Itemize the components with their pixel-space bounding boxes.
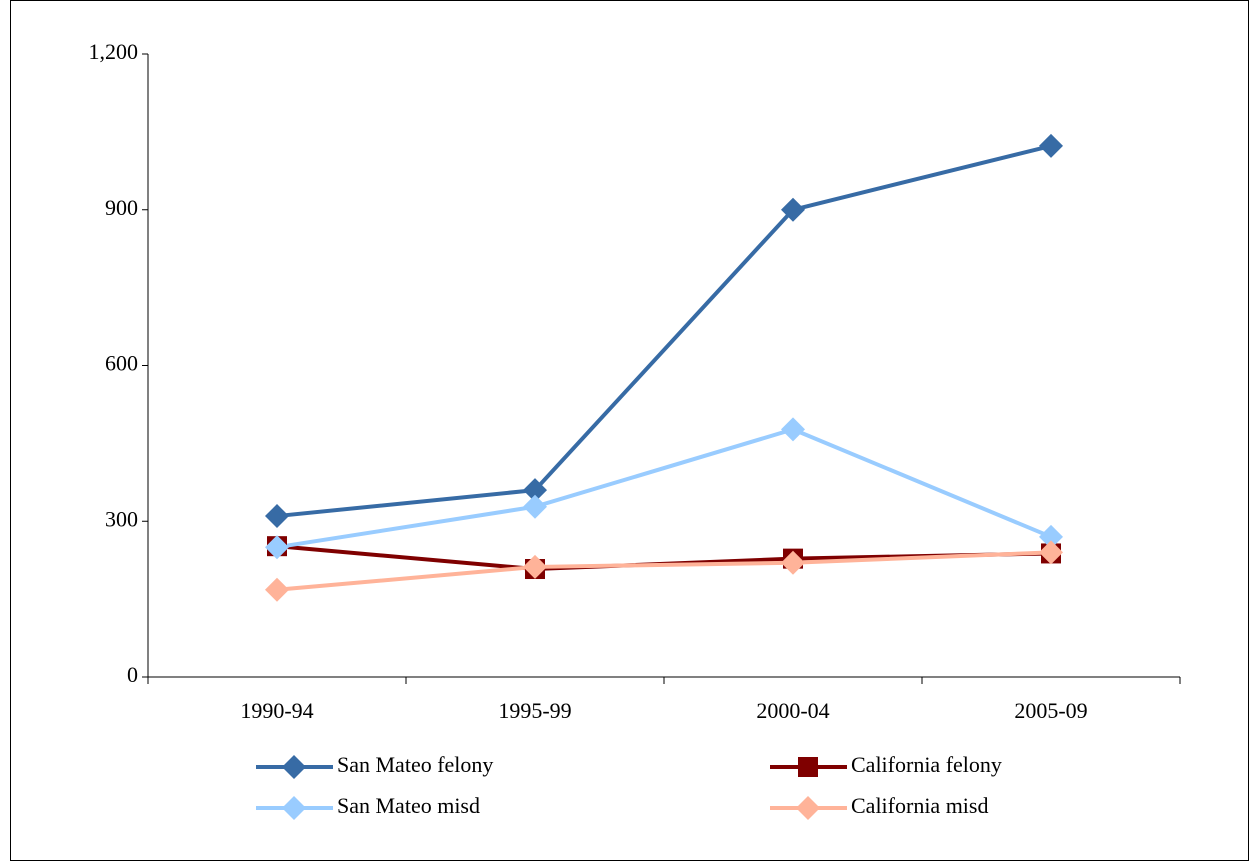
data-point [265, 577, 289, 602]
data-point [781, 417, 805, 442]
x-tick-label: 2000-04 [756, 698, 829, 723]
data-point [523, 478, 547, 503]
legend-marker [282, 755, 306, 779]
data-point [781, 197, 805, 222]
x-tick-label: 2005-09 [1014, 698, 1087, 723]
legend-label: San Mateo felony [337, 752, 493, 777]
series-line [276, 143, 1052, 519]
y-tick-label: 300 [105, 506, 138, 531]
data-point [1039, 133, 1063, 158]
legend-label: San Mateo misd [337, 793, 480, 818]
y-tick-label: 900 [105, 195, 138, 220]
y-tick-label: 0 [127, 662, 138, 687]
data-point [523, 494, 547, 519]
legend-marker [798, 757, 818, 777]
data-point [523, 554, 547, 579]
chart-frame [10, 0, 1249, 861]
x-tick-label: 1995-99 [498, 698, 571, 723]
data-point [265, 535, 289, 560]
series-line [276, 427, 1052, 550]
legend-marker [796, 796, 820, 820]
data-point [265, 504, 289, 529]
data-point [781, 550, 805, 575]
data-point [1039, 540, 1063, 565]
y-tick-label: 600 [105, 351, 138, 376]
legend-label: California misd [851, 793, 988, 818]
x-tick-label: 1990-94 [240, 698, 313, 723]
legend-label: California felony [851, 752, 1002, 777]
series-line [276, 550, 1052, 592]
y-tick-label: 1,200 [89, 39, 139, 64]
data-point [1039, 524, 1063, 549]
legend-marker [282, 796, 306, 820]
